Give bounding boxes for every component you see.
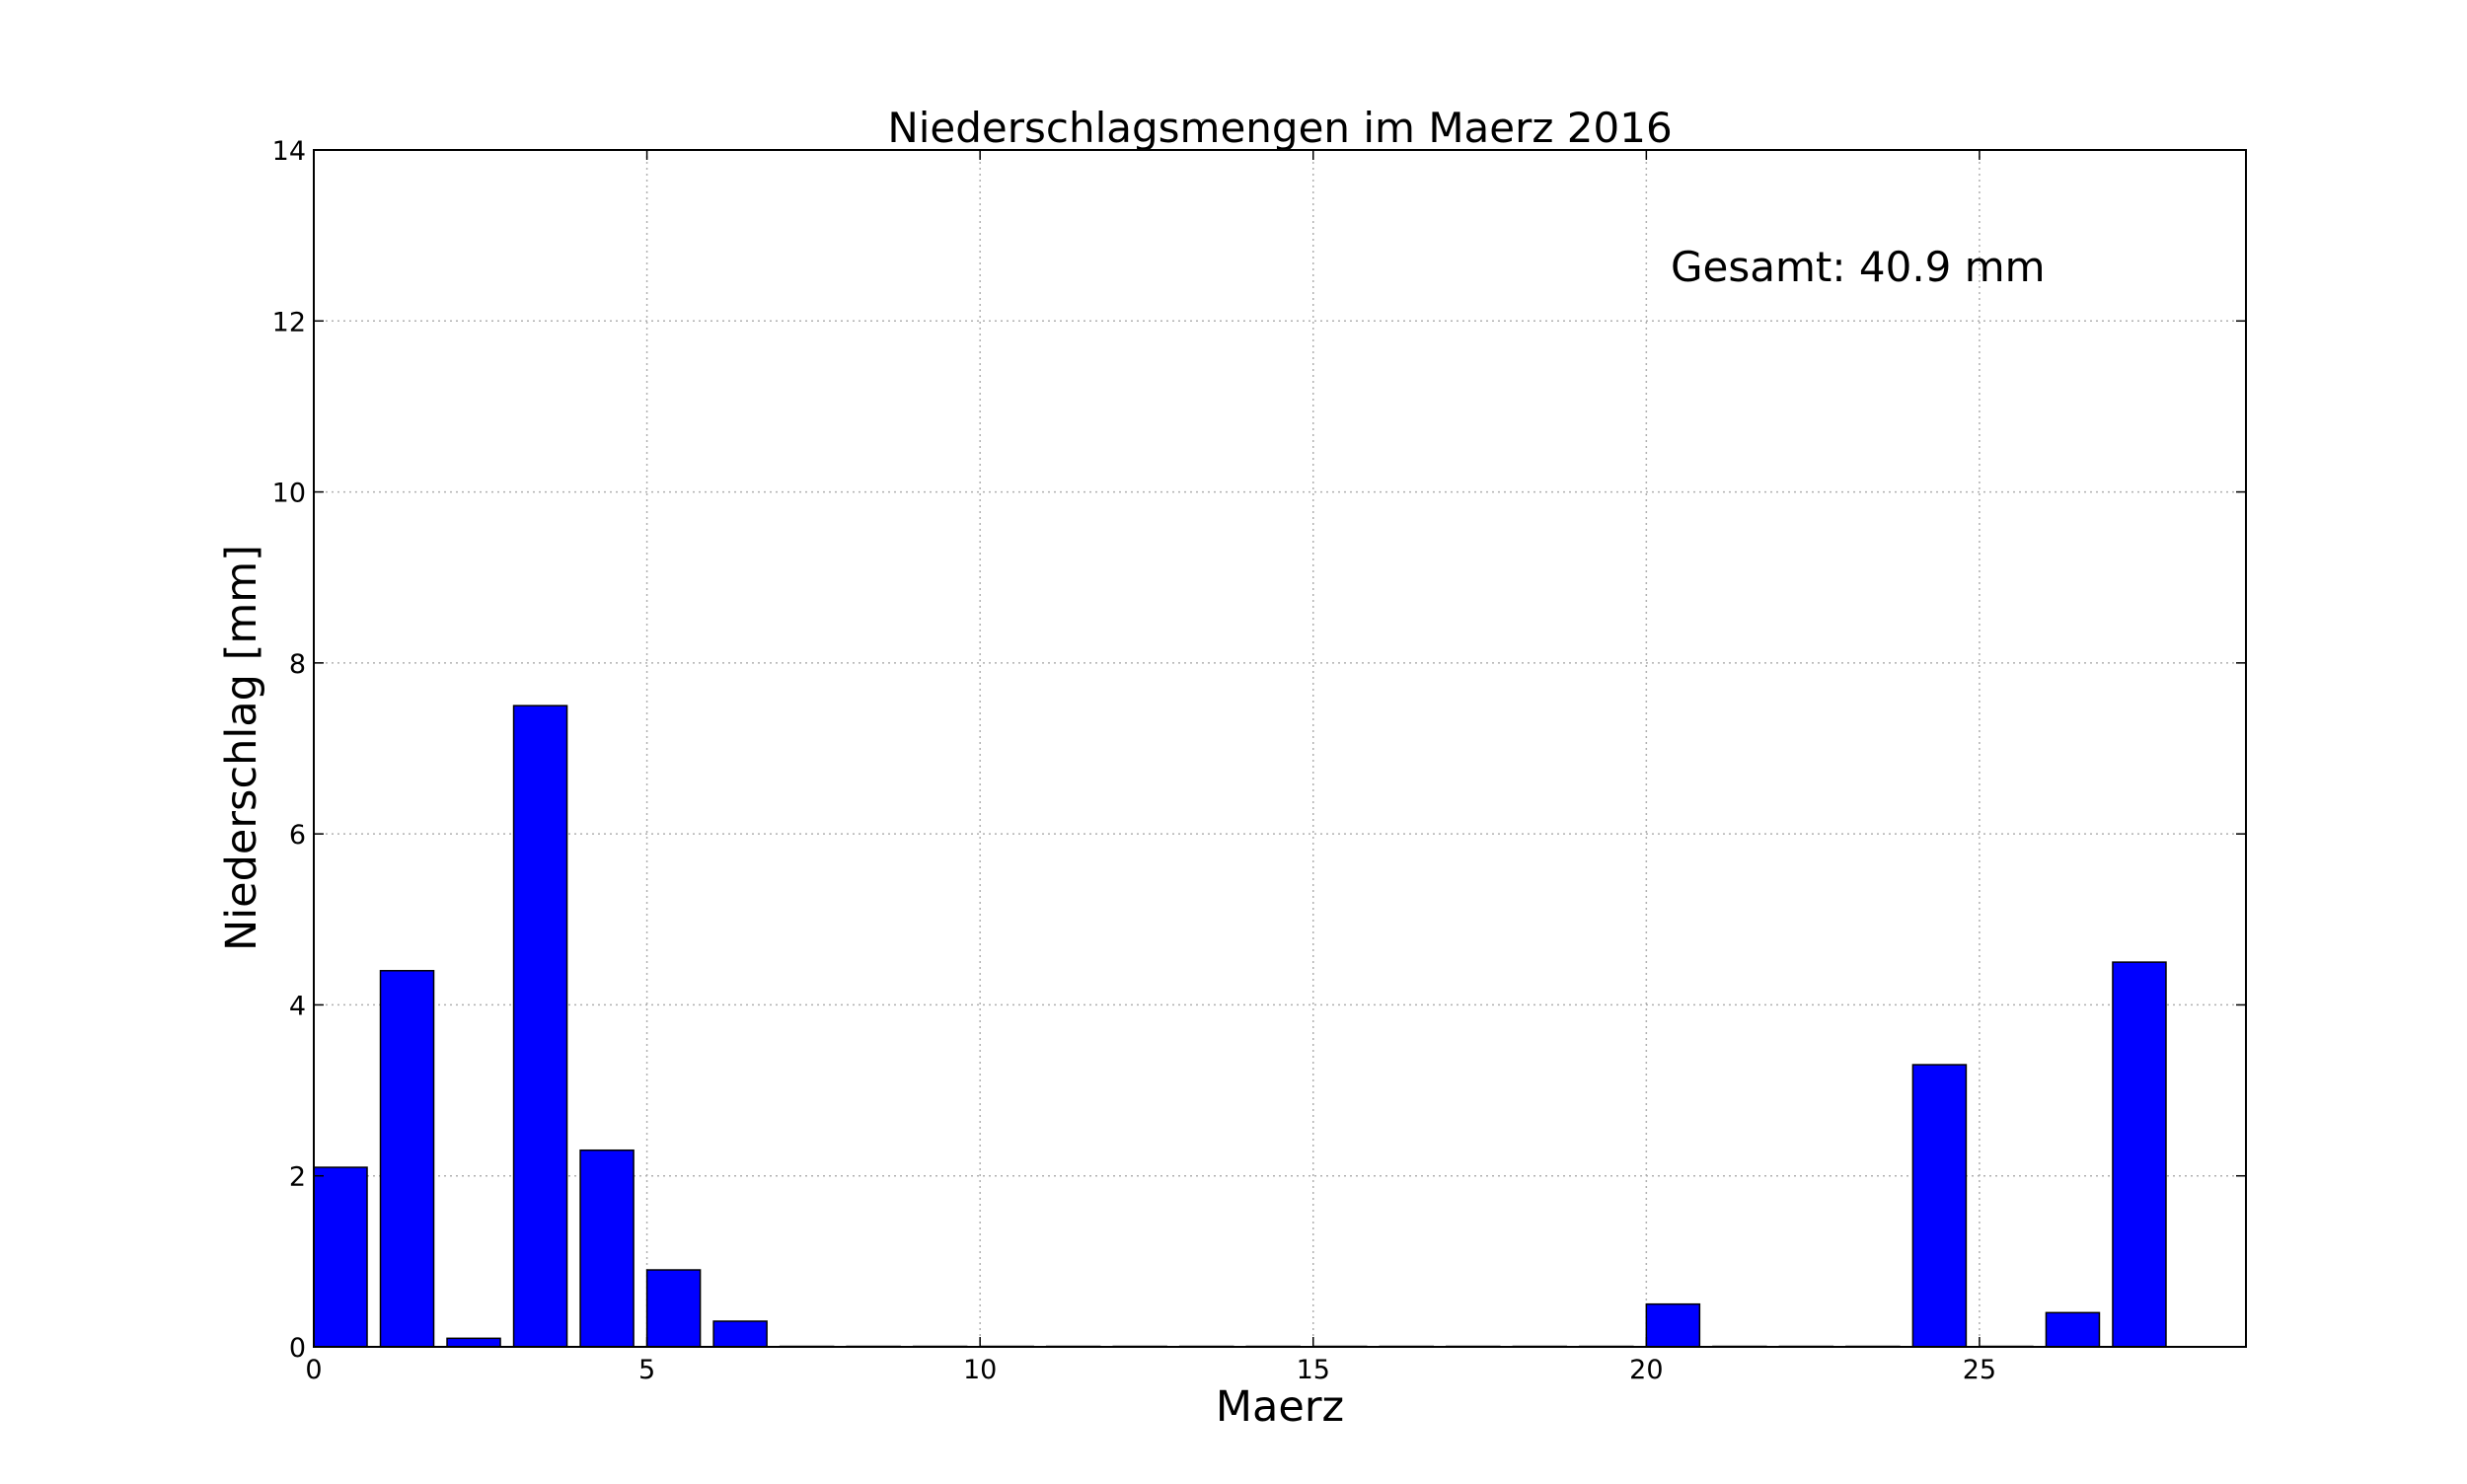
plot-frame	[313, 149, 2247, 1348]
y-axis-title: Niederschlag [mm]	[217, 545, 266, 951]
x-tick-label: 5	[638, 1355, 655, 1385]
bar	[1645, 1302, 1701, 1348]
y-tick-label: 6	[289, 820, 306, 851]
x-tick-label: 15	[1297, 1355, 1330, 1385]
y-tick-label: 2	[289, 1162, 306, 1193]
y-tick-label: 14	[272, 136, 306, 167]
ticks-layer	[313, 149, 2246, 1348]
y-tick-label: 4	[289, 991, 306, 1021]
bars-layer	[313, 705, 2167, 1348]
x-tick-label: 20	[1629, 1355, 1663, 1385]
y-tick-label: 10	[272, 479, 306, 509]
total-annotation: Gesamt: 40.9 mm	[1671, 243, 2046, 291]
tick-labels-layer: 0 5 10 15 20 25 0 2 4 6 8 10 12 14	[272, 136, 1996, 1385]
y-tick-label: 12	[272, 307, 306, 337]
bar	[512, 705, 568, 1348]
chart-title: Niederschlagsmengen im Maerz 2016	[887, 104, 1672, 152]
bar	[446, 1337, 501, 1348]
x-tick-label: 10	[963, 1355, 997, 1385]
bar	[1911, 1064, 1968, 1348]
x-tick-label: 25	[1963, 1355, 1996, 1385]
x-axis-title: Maerz	[1216, 1382, 1344, 1432]
y-tick-label: 8	[289, 649, 306, 680]
bar	[712, 1320, 768, 1348]
bar	[2112, 961, 2167, 1348]
bar	[2045, 1311, 2101, 1348]
x-tick-label: 0	[305, 1355, 322, 1385]
bar	[313, 1166, 368, 1348]
y-tick-label: 0	[289, 1333, 306, 1364]
bar	[645, 1269, 702, 1348]
bar	[379, 970, 435, 1348]
bar	[579, 1149, 635, 1348]
